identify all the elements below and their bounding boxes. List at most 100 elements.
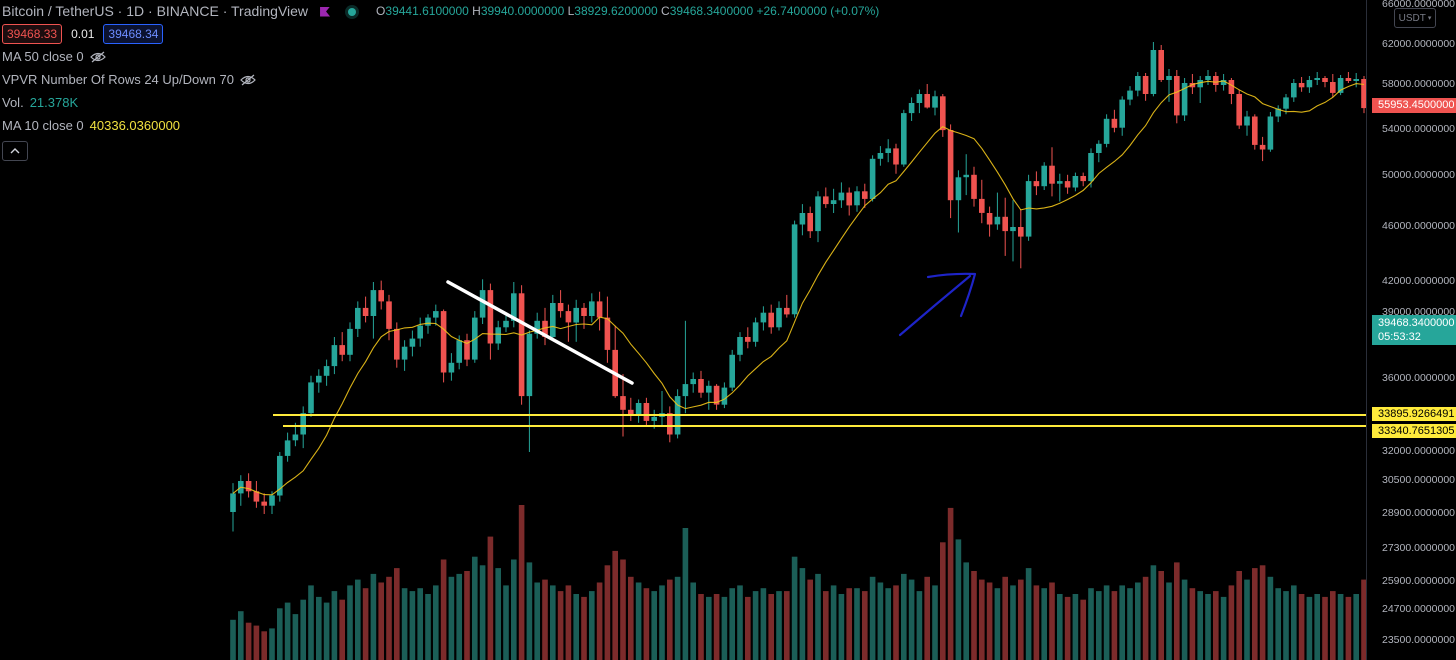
candle-body [706,385,712,393]
volume-bar [1127,588,1133,660]
candle-body [877,153,884,159]
volume-bar [1298,594,1305,660]
candle-body [799,213,806,225]
volume-bar [862,591,868,660]
indicator-volume[interactable]: Vol. 21.378K [2,91,879,114]
volume-bar [1111,591,1118,660]
candle-body [394,328,400,360]
candle-body [846,192,852,206]
volume-bar [425,594,431,660]
hidden-eye-icon[interactable] [240,74,256,86]
volume-bar [487,536,494,660]
volume-bar [323,602,330,660]
buy-price-button[interactable]: 39468.34 [103,23,164,44]
price-tick: 36000.0000000 [1382,372,1455,384]
candle-body [994,216,1001,225]
volume-bar [292,614,299,660]
candle-body [986,213,993,225]
volume-bar [729,588,735,660]
volume-bar [253,625,260,660]
ohlc-change: +26.7400000 (+0.07%) [756,4,880,18]
candle-body [1322,78,1328,82]
indicator-ma50[interactable]: MA 50 close 0 [2,45,879,68]
symbol-title[interactable]: Bitcoin / TetherUS · 1D · BINANCE · Trad… [2,3,309,19]
candle-body [651,416,657,421]
volume-bar [1197,591,1203,660]
candle-body [628,409,634,415]
volume-bar [472,556,478,660]
collapse-legend-button[interactable] [2,141,28,161]
volume-bar [355,579,361,660]
candle-body [362,307,369,316]
volume-bar [612,550,618,660]
indicator-vpvr[interactable]: VPVR Number Of Rows 24 Up/Down 70 [2,68,879,91]
candle-body [955,177,962,201]
candle-body [1150,50,1157,94]
ohlc-open-key: O [376,4,386,18]
volume-bar [674,576,681,660]
candle-body [316,375,322,383]
candle-body [1259,144,1266,150]
currency-selector[interactable]: USDT ▾ [1394,8,1436,28]
volume-bar [238,611,244,660]
hand-drawn-arrowhead [926,272,977,318]
volume-bar [339,599,345,660]
volume-bar [596,582,603,660]
candle-body [1228,80,1235,94]
volume-bar [893,585,899,660]
ohlc-low-value: 38929.6200000 [574,4,658,18]
flag-icon[interactable] [320,6,331,17]
candle-body [378,290,384,302]
volume-bar [791,556,798,660]
volume-bar [518,505,525,660]
volume-bar [854,588,860,660]
price-tick: 23500.0000000 [1382,634,1455,646]
sell-price-button[interactable]: 39468.33 [2,23,63,44]
candle-body [1049,165,1055,184]
volume-bar [1049,582,1055,660]
volume-bar [799,568,806,660]
indicator-ma10[interactable]: MA 10 close 0 40336.0360000 [2,114,879,137]
candle-body [1041,165,1047,187]
volume-bar [1010,585,1016,660]
volume-bar [940,542,946,660]
chart-legend: Bitcoin / TetherUS · 1D · BINANCE · Trad… [2,0,879,161]
candle-body [1244,116,1250,126]
ma10-value: 40336.0360000 [89,118,181,133]
price-tick: 28900.0000000 [1382,507,1455,519]
volume-bar [1158,571,1164,660]
price-tick: 25900.0000000 [1382,575,1455,587]
candle-body [838,192,845,201]
volume-bar [409,591,416,660]
volume-bar [1283,591,1289,660]
candle-body [1213,76,1219,85]
candle-body [698,379,704,393]
volume-bar [1041,588,1047,660]
candle-body [979,198,985,213]
volume-bar [1213,591,1219,660]
volume-value: 21.378K [29,95,79,110]
volume-bar [1181,579,1188,660]
ohlc-high-value: 39940.0000000 [480,4,565,18]
candle-body [924,94,930,108]
candle-body [526,333,533,397]
volume-bar [1080,599,1086,660]
candle-body [908,103,915,114]
candle-body [331,345,338,367]
candle-body [1135,76,1141,91]
candle-body [1330,82,1336,93]
volume-bar [651,591,657,660]
candle-body [776,307,782,328]
candle-body [581,307,587,316]
candle-body [1314,78,1320,80]
candle-body [745,337,751,342]
indicator-label: MA 10 close 0 [2,118,84,133]
chart-canvas[interactable] [0,0,1366,660]
candle-body [1080,176,1086,182]
volume-bar [1174,562,1180,660]
hidden-eye-icon[interactable] [89,51,106,63]
candle-body [1189,83,1196,88]
candle-body [1205,76,1211,80]
volume-bar [1314,594,1320,660]
volume-bar [1275,588,1281,660]
